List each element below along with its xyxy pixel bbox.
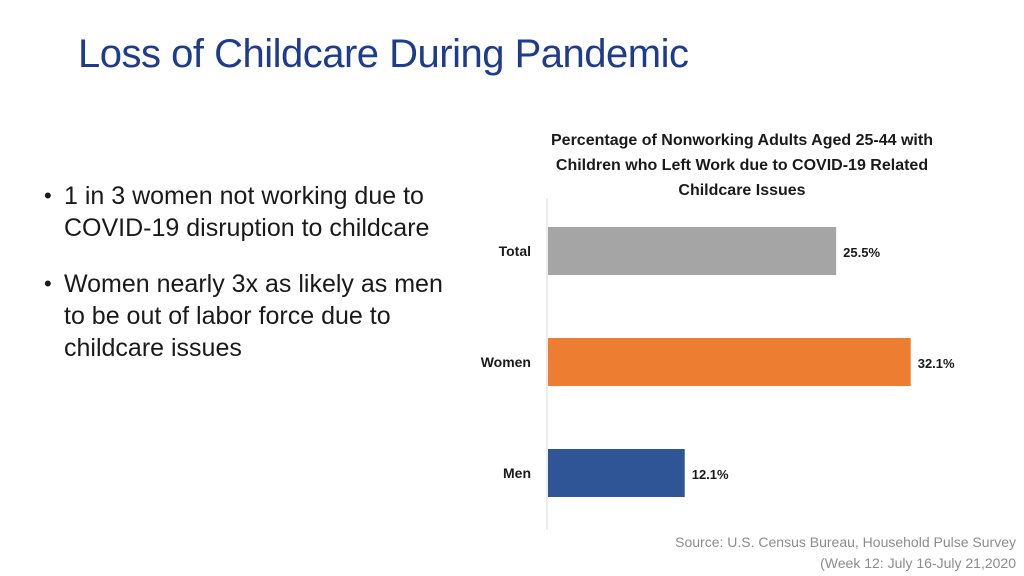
source-line: (Week 12: July 16-July 21,2020 <box>820 555 1016 571</box>
category-label: Women <box>481 354 531 370</box>
bar-women <box>548 338 911 386</box>
bullet-text: Women nearly 3x as likely as men to be o… <box>64 270 443 362</box>
bullet-item: • 1 in 3 women not working due to COVID-… <box>44 180 464 244</box>
category-label: Total <box>499 243 531 259</box>
data-label: 25.5% <box>843 245 880 260</box>
bullet-dot-icon: • <box>44 271 52 296</box>
slide-title: Loss of Childcare During Pandemic <box>78 32 689 76</box>
chart-title: Percentage of Nonworking Adults Aged 25-… <box>551 132 933 199</box>
bullet-list: • 1 in 3 women not working due to COVID-… <box>44 180 464 388</box>
data-label: 12.1% <box>692 467 729 482</box>
bullet-dot-icon: • <box>44 183 52 208</box>
data-label: 32.1% <box>918 356 955 371</box>
source-line: Source: U.S. Census Bureau, Household Pu… <box>675 534 1016 550</box>
source-note: Source: U.S. Census Bureau, Household Pu… <box>596 532 1016 574</box>
bullet-item: • Women nearly 3x as likely as men to be… <box>44 268 464 364</box>
bar-men <box>548 449 685 497</box>
category-label: Men <box>503 465 531 481</box>
bar-total <box>548 227 837 275</box>
bullet-text: 1 in 3 women not working due to COVID-19… <box>64 182 430 242</box>
